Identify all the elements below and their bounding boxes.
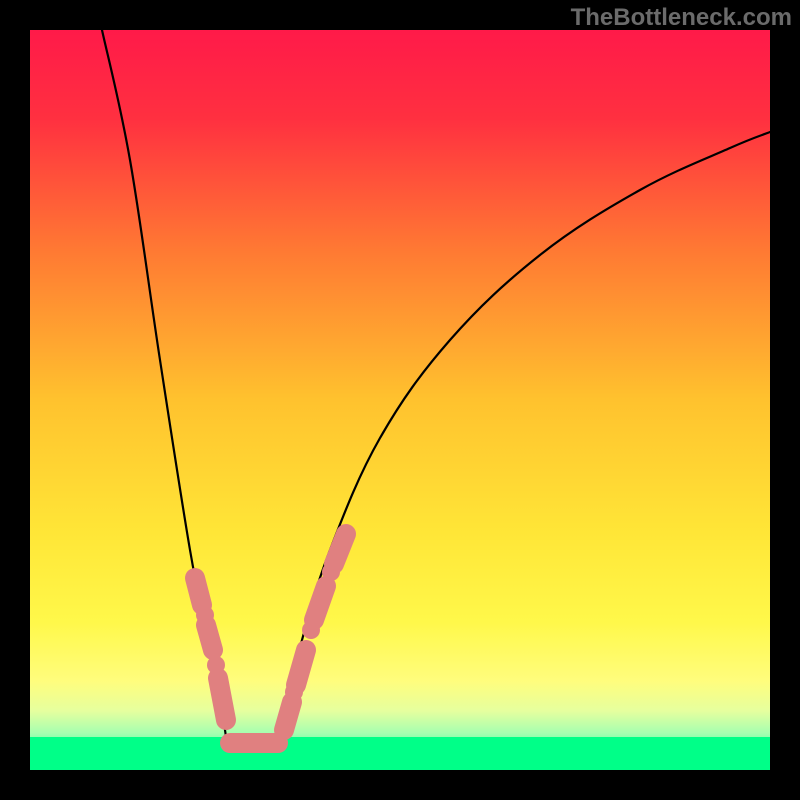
cluster-capsule — [314, 586, 326, 620]
cluster-capsule — [195, 578, 202, 605]
cluster-capsule — [206, 625, 213, 650]
stage: TheBottleneck.com — [0, 0, 800, 800]
cluster-dot — [196, 606, 214, 624]
cluster-dot — [285, 683, 303, 701]
plot-area — [30, 30, 770, 770]
cluster-capsule — [218, 678, 226, 720]
cluster-capsule — [296, 650, 306, 685]
bottleneck-curve — [30, 30, 770, 770]
cluster-dot — [322, 563, 340, 581]
cluster-dot — [302, 621, 320, 639]
cluster-dot — [207, 656, 225, 674]
cluster-capsule — [334, 534, 346, 564]
watermark-text: TheBottleneck.com — [571, 4, 792, 32]
cluster-capsule — [284, 702, 292, 730]
